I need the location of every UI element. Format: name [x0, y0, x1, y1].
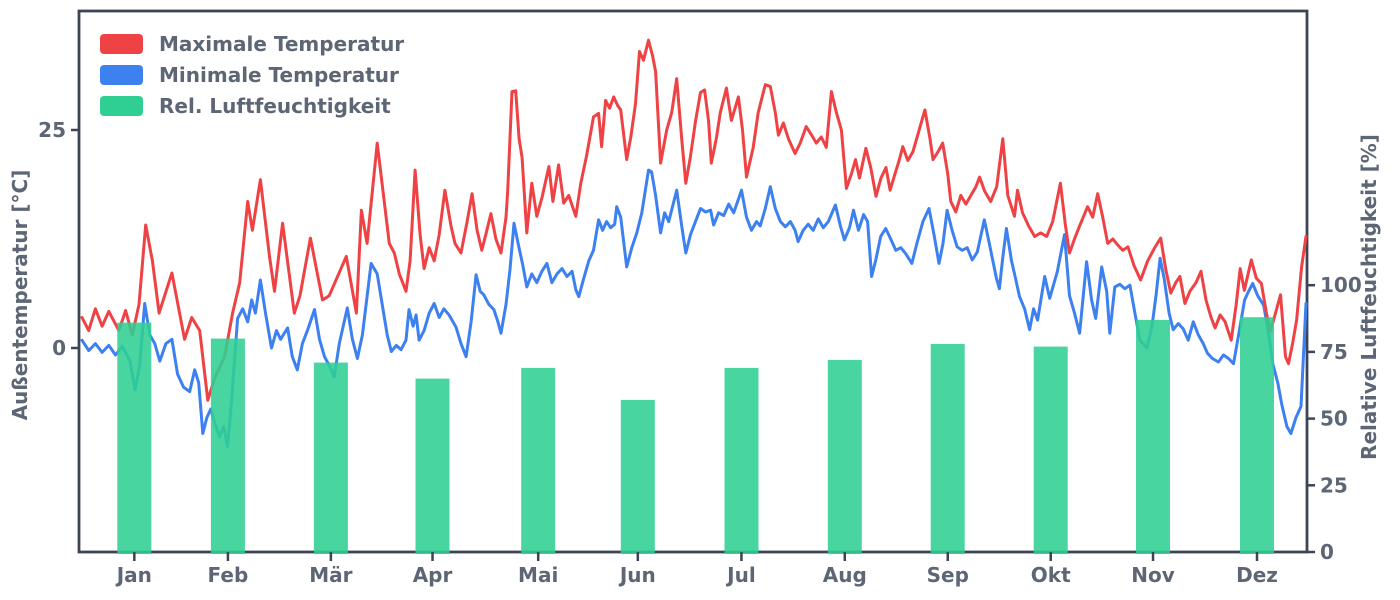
x-tick-label-Okt: Okt: [1031, 563, 1071, 587]
humidity-bar-Jul: [724, 367, 759, 554]
humidity-bar-Apr: [415, 378, 450, 554]
legend-swatch-humidity: [100, 96, 143, 116]
right-tick-label-25: 25: [1320, 473, 1348, 497]
axis-ticks: Jan Feb Mär Apr Mai Jun Jul Aug Sep Okt Nov Dez 0 25 0…: [38, 118, 1362, 587]
humidity-bar-Nov: [1136, 319, 1170, 554]
x-tick-label-Dez: Dez: [1236, 563, 1278, 587]
humidity-bars: [117, 317, 1274, 554]
legend-label-min-temp: Minimale Temperatur: [159, 63, 399, 87]
x-tick-label-Jan: Jan: [115, 563, 152, 587]
humidity-bar-Aug: [827, 359, 862, 554]
x-tick-label-Aug: Aug: [823, 563, 867, 587]
x-tick-label-Mär: Mär: [309, 563, 352, 587]
humidity-bar-Mär: [313, 362, 348, 554]
legend: Maximale Temperatur Minimale Temperatur …: [100, 32, 404, 118]
plot-border: [77, 9, 1309, 554]
humidity-bar-Mai: [521, 367, 556, 554]
left-axis-label: Außentemperatur [°C]: [8, 170, 32, 421]
legend-swatch-max-temp: [100, 34, 143, 54]
right-axis-label: Relative Luftfeuchtigkeit [%]: [1357, 134, 1381, 460]
left-tick-label-0: 0: [52, 336, 66, 360]
left-tick-label-25: 25: [38, 118, 66, 142]
humidity-bar-Feb: [210, 338, 245, 554]
legend-label-humidity: Rel. Luftfeuchtigkeit: [159, 94, 391, 118]
right-tick-label-75: 75: [1320, 340, 1348, 364]
x-tick-label-Jul: Jul: [725, 563, 756, 587]
right-tick-label-100: 100: [1320, 273, 1362, 297]
temperature-lines: [80, 38, 1308, 448]
humidity-bar-Jan: [117, 322, 152, 554]
x-tick-label-Feb: Feb: [208, 563, 249, 587]
x-tick-label-Jun: Jun: [618, 563, 656, 587]
humidity-bar-Dez: [1240, 317, 1274, 554]
legend-swatch-min-temp: [100, 65, 143, 85]
x-tick-label-Nov: Nov: [1131, 563, 1175, 587]
humidity-bar-Okt: [1033, 346, 1068, 554]
x-tick-label-Apr: Apr: [413, 563, 453, 587]
x-tick-label-Sep: Sep: [927, 563, 969, 587]
x-tick-label-Mai: Mai: [518, 563, 558, 587]
max-temp-line: [80, 38, 1308, 402]
humidity-bar-Jun: [620, 399, 655, 554]
right-tick-label-50: 50: [1320, 407, 1348, 431]
legend-label-max-temp: Maximale Temperatur: [159, 32, 404, 56]
min-temp-line: [80, 168, 1308, 448]
humidity-bar-Sep: [930, 343, 965, 554]
right-tick-label-0: 0: [1320, 540, 1334, 564]
